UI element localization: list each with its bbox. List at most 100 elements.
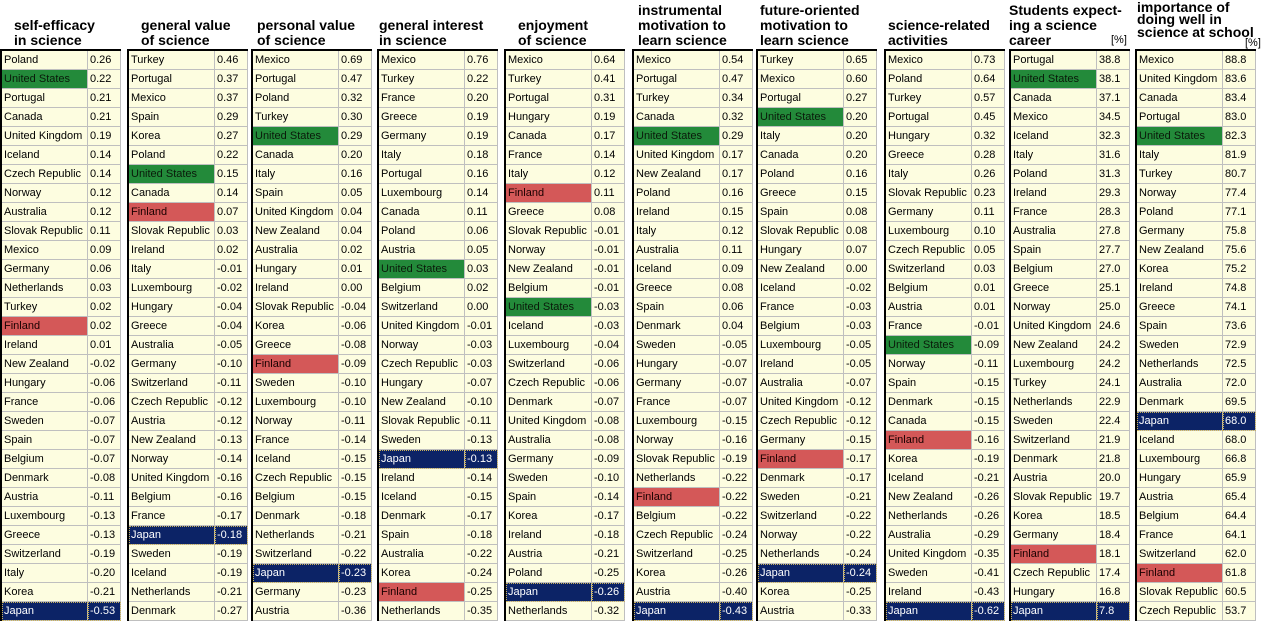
score-value: 0.28 [972, 146, 1005, 165]
country-name: Italy [886, 165, 972, 184]
country-name: Ireland [1011, 184, 1097, 203]
ranking-table: Mexico 0.64 Turkey 0.41 Portugal 0.31 Hungary 0… [504, 49, 625, 621]
country-name: Korea [506, 507, 592, 526]
table-row: New Zealand -0.13 [129, 431, 248, 450]
country-name: Poland [379, 222, 465, 241]
country-name: New Zealand [129, 431, 215, 450]
country-name: New Zealand [886, 488, 972, 507]
table-row: Finland -0.25 [379, 583, 498, 602]
table-row: Slovak Republic 60.5 [1137, 583, 1256, 602]
country-name: Norway [379, 336, 465, 355]
table-row: United States 0.03 [379, 260, 498, 279]
score-value: 0.34 [720, 89, 753, 108]
country-name: Sweden [2, 412, 88, 431]
score-value: 0.37 [215, 89, 248, 108]
table-row: Germany 0.06 [2, 260, 121, 279]
table-row: Netherlands -0.22 [634, 469, 753, 488]
country-name: Spain [2, 431, 88, 450]
table-row: United States 82.3 [1137, 127, 1256, 146]
table-row: Canada 0.17 [506, 127, 625, 146]
country-name: Canada [129, 184, 215, 203]
score-value: -0.04 [215, 317, 248, 336]
table-row: Iceland -0.15 [253, 450, 372, 469]
column-title: instrumental motivation to learn science [638, 2, 727, 48]
score-value: 0.01 [972, 279, 1005, 298]
country-name: Korea [634, 564, 720, 583]
score-value: 0.21 [88, 108, 121, 127]
score-value: -0.07 [88, 431, 121, 450]
score-value: -0.22 [844, 526, 877, 545]
country-name: Austria [758, 602, 844, 621]
score-value: -0.25 [720, 545, 753, 564]
table-row: Slovak Republic -0.04 [253, 298, 372, 317]
score-value: 0.14 [592, 146, 625, 165]
score-value: -0.13 [465, 450, 498, 469]
country-name: Austria [253, 602, 339, 621]
table-row: Turkey 24.1 [1011, 374, 1130, 393]
score-value: 0.29 [215, 108, 248, 127]
table-row: Canada 0.21 [2, 108, 121, 127]
score-value: 69.5 [1223, 393, 1256, 412]
country-name: Spain [758, 203, 844, 222]
country-name: Poland [253, 89, 339, 108]
table-row: Czech Republic -0.06 [506, 374, 625, 393]
score-value: -0.12 [844, 393, 877, 412]
country-name: Czech Republic [129, 393, 215, 412]
country-name: Belgium [758, 317, 844, 336]
table-row: Iceland 0.14 [2, 146, 121, 165]
table-row: Korea -0.26 [634, 564, 753, 583]
score-value: 38.8 [1097, 51, 1130, 70]
table-row: Netherlands -0.32 [506, 602, 625, 621]
table-row: Italy 0.16 [253, 165, 372, 184]
country-name: Hungary [1011, 583, 1097, 602]
table-row: Iceland 32.3 [1011, 127, 1130, 146]
table-row: United States -0.09 [886, 336, 1005, 355]
country-name: Ireland [129, 241, 215, 260]
table-row: Denmark -0.07 [506, 393, 625, 412]
table-row: United Kingdom -0.01 [379, 317, 498, 336]
score-value: -0.03 [844, 298, 877, 317]
country-name: Czech Republic [634, 526, 720, 545]
table-row: Turkey 0.34 [634, 89, 753, 108]
table-row: Germany -0.07 [634, 374, 753, 393]
score-value: 0.15 [215, 165, 248, 184]
country-name: France [886, 317, 972, 336]
score-value: -0.02 [215, 279, 248, 298]
country-name: France [506, 146, 592, 165]
country-name: Slovak Republic [379, 412, 465, 431]
country-name: Denmark [1137, 393, 1223, 412]
country-name: Germany [1011, 526, 1097, 545]
score-value: 37.1 [1097, 89, 1130, 108]
table-row: Korea 18.5 [1011, 507, 1130, 526]
table-row: Italy -0.01 [129, 260, 248, 279]
table-row: Mexico 88.8 [1137, 51, 1256, 70]
country-name: Canada [758, 146, 844, 165]
country-name: Australia [1011, 222, 1097, 241]
table-row: Ireland 0.15 [634, 203, 753, 222]
score-value: 0.14 [215, 184, 248, 203]
country-name: Australia [379, 545, 465, 564]
table-row: Norway 77.4 [1137, 184, 1256, 203]
country-name: United Kingdom [1137, 70, 1223, 89]
table-row: France -0.14 [253, 431, 372, 450]
country-name: Finland [758, 450, 844, 469]
country-name: Norway [506, 241, 592, 260]
score-value: 0.05 [339, 184, 372, 203]
country-name: Luxembourg [634, 412, 720, 431]
country-name: Switzerland [634, 545, 720, 564]
country-name: Korea [253, 317, 339, 336]
column-title: personal value of science [257, 17, 356, 48]
country-name: Poland [758, 165, 844, 184]
country-name: Iceland [886, 469, 972, 488]
country-name: Hungary [758, 241, 844, 260]
country-name: Mexico [758, 70, 844, 89]
column-title: importance of doing well in science at s… [1137, 0, 1254, 40]
table-row: Ireland 0.00 [253, 279, 372, 298]
score-value: -0.22 [720, 507, 753, 526]
table-row: Poland 0.16 [634, 184, 753, 203]
table-row: Canada 83.4 [1137, 89, 1256, 108]
country-name: Spain [1137, 317, 1223, 336]
table-row: United Kingdom 0.17 [634, 146, 753, 165]
score-value: 0.23 [972, 184, 1005, 203]
score-value: -0.06 [339, 317, 372, 336]
